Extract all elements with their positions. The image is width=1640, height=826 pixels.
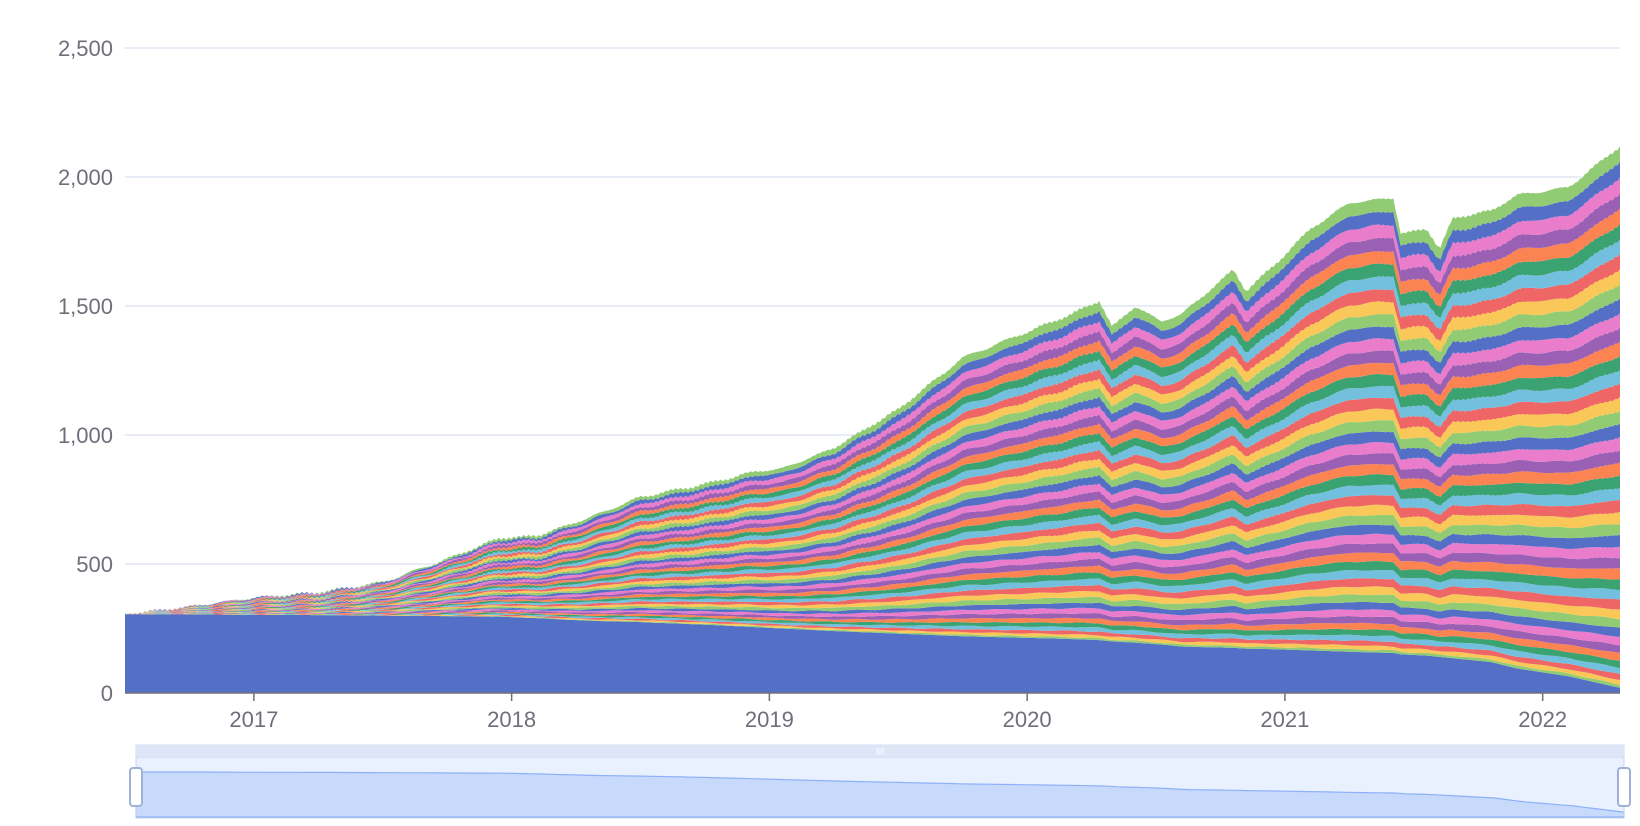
area-series-6 xyxy=(125,611,1620,661)
area-series-13 xyxy=(125,570,1620,615)
y-tick-label: 1,500 xyxy=(58,294,113,319)
x-tick-label: 2018 xyxy=(487,707,536,732)
y-tick-label: 2,000 xyxy=(58,165,113,190)
area-series-5 xyxy=(125,612,1620,669)
area-series-7 xyxy=(125,610,1620,653)
zoom-selection[interactable] xyxy=(135,756,1625,819)
y-tick-label: 1,000 xyxy=(58,423,113,448)
area-series-base xyxy=(125,614,1620,693)
area-series-25 xyxy=(125,450,1620,615)
y-tick-label: 2,500 xyxy=(58,36,113,61)
zoom-grip-icon: III xyxy=(876,747,885,758)
x-tick-label: 2021 xyxy=(1260,707,1309,732)
y-tick-label: 0 xyxy=(101,681,113,706)
area-series-24 xyxy=(125,462,1620,615)
area-series-22 xyxy=(125,484,1620,615)
area-series-20 xyxy=(125,504,1620,615)
axes: 0 500 1,000 1,500 2,000 2,500 2017 2018 2019 2020… xyxy=(58,36,1620,732)
x-tick-label: 2017 xyxy=(229,707,278,732)
area-series-9 xyxy=(125,601,1620,637)
area-series-8 xyxy=(125,607,1620,646)
area-series-21 xyxy=(125,495,1620,615)
zoom-mini-area xyxy=(135,771,1625,818)
zoom-end-handle[interactable] xyxy=(1617,767,1631,807)
area-series-14 xyxy=(125,561,1620,615)
zoom-move-handle[interactable] xyxy=(136,745,1624,757)
area-series-23 xyxy=(125,474,1620,615)
y-tick-label: 500 xyxy=(76,552,113,577)
x-tick-label: 2019 xyxy=(745,707,794,732)
area-series-11 xyxy=(125,586,1620,620)
data-zoom-slider[interactable]: III xyxy=(129,744,1631,819)
area-series-4 xyxy=(125,613,1620,674)
zoom-start-handle[interactable] xyxy=(129,767,143,807)
area-series-group xyxy=(125,146,1620,693)
x-tick-label: 2020 xyxy=(1003,707,1052,732)
x-tick-label: 2022 xyxy=(1518,707,1567,732)
